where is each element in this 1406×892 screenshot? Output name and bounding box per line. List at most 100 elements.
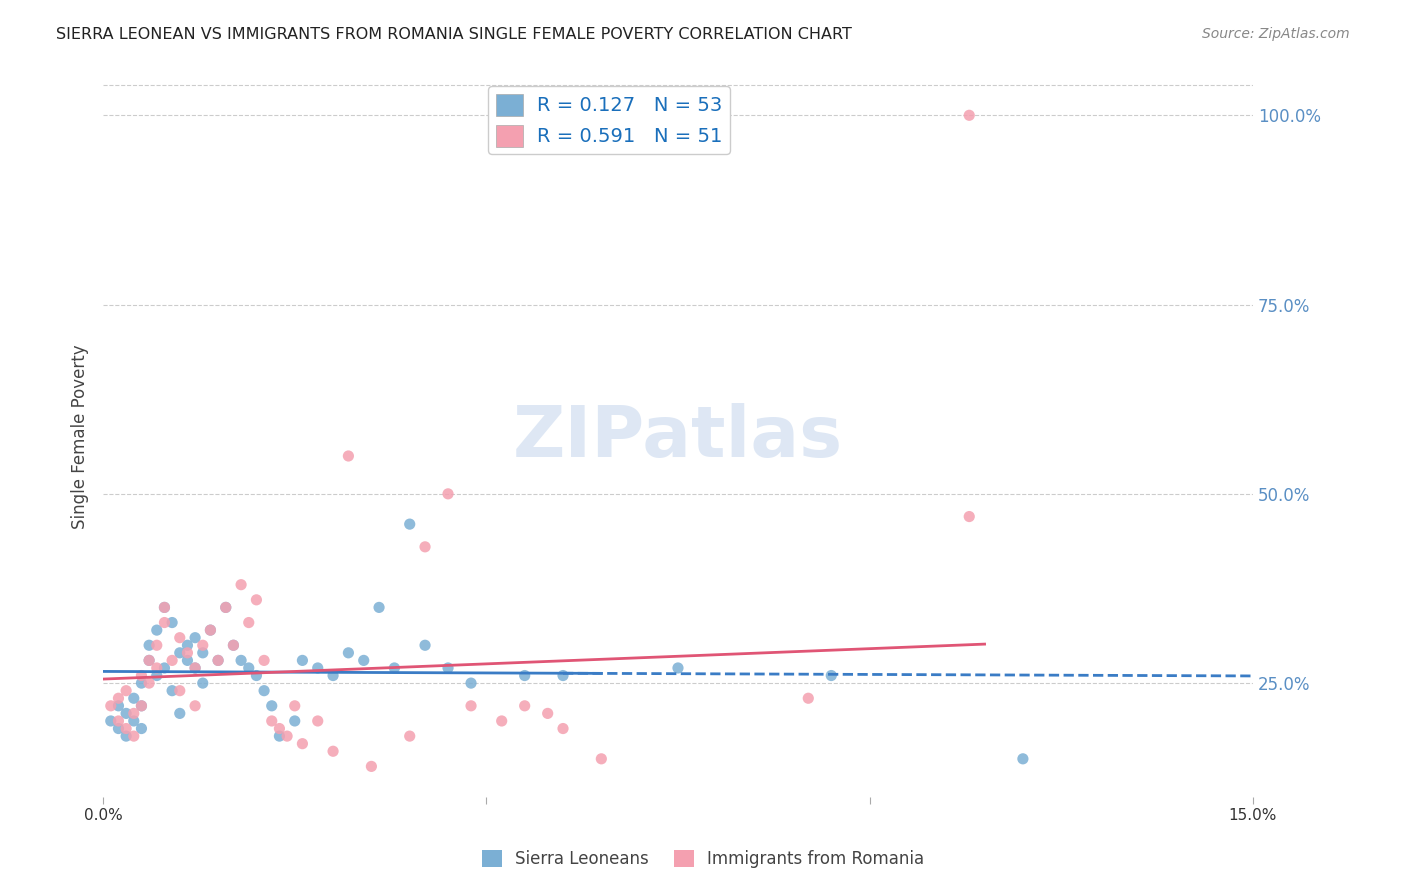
Point: [245, 592, 267, 607]
Point: [184, 698, 207, 713]
Point: [131, 668, 153, 682]
Text: SIERRA LEONEAN VS IMMIGRANTS FROM ROMANIA SINGLE FEMALE POVERTY CORRELATION CHAR: SIERRA LEONEAN VS IMMIGRANTS FROM ROMANI…: [56, 27, 852, 42]
Y-axis label: Single Female Poverty: Single Female Poverty: [72, 344, 89, 529]
Point: [513, 698, 536, 713]
Point: [353, 653, 375, 667]
Point: [107, 691, 129, 706]
Point: [284, 698, 307, 713]
Point: [322, 744, 344, 758]
Point: [797, 691, 820, 706]
Point: [184, 631, 207, 645]
Point: [360, 759, 382, 773]
Point: [153, 600, 176, 615]
Point: [184, 661, 207, 675]
Point: [100, 714, 122, 728]
Point: [122, 729, 145, 743]
Point: [138, 676, 160, 690]
Point: [138, 653, 160, 667]
Point: [591, 752, 613, 766]
Point: [153, 600, 176, 615]
Point: [153, 615, 176, 630]
Point: [537, 706, 560, 721]
Point: [291, 653, 314, 667]
Point: [260, 698, 283, 713]
Point: [337, 449, 360, 463]
Text: Source: ZipAtlas.com: Source: ZipAtlas.com: [1202, 27, 1350, 41]
Point: [384, 661, 406, 675]
Point: [146, 623, 169, 637]
Point: [169, 646, 191, 660]
Point: [284, 714, 307, 728]
Point: [398, 517, 420, 532]
Point: [957, 108, 980, 122]
Point: [337, 646, 360, 660]
Point: [820, 668, 842, 682]
Point: [245, 668, 267, 682]
Point: [413, 638, 436, 652]
Point: [191, 646, 214, 660]
Point: [551, 668, 574, 682]
Point: [460, 676, 482, 690]
Point: [115, 706, 138, 721]
Point: [957, 509, 980, 524]
Point: [131, 698, 153, 713]
Point: [191, 638, 214, 652]
Point: [100, 698, 122, 713]
Point: [200, 623, 222, 637]
Point: [146, 638, 169, 652]
Point: [191, 676, 214, 690]
Point: [131, 676, 153, 690]
Point: [437, 661, 460, 675]
Point: [253, 653, 276, 667]
Point: [122, 706, 145, 721]
Point: [460, 698, 482, 713]
Point: [413, 540, 436, 554]
Point: [153, 661, 176, 675]
Point: [307, 714, 329, 728]
Point: [131, 698, 153, 713]
Point: [260, 714, 283, 728]
Point: [160, 653, 183, 667]
Point: [107, 714, 129, 728]
Point: [131, 722, 153, 736]
Point: [138, 638, 160, 652]
Point: [107, 698, 129, 713]
Point: [122, 714, 145, 728]
Text: ZIPatlas: ZIPatlas: [513, 402, 844, 472]
Point: [138, 653, 160, 667]
Point: [215, 600, 238, 615]
Point: [666, 661, 689, 675]
Legend: R = 0.127   N = 53, R = 0.591   N = 51: R = 0.127 N = 53, R = 0.591 N = 51: [488, 87, 730, 154]
Point: [176, 653, 198, 667]
Point: [184, 661, 207, 675]
Point: [551, 722, 574, 736]
Point: [322, 668, 344, 682]
Point: [238, 661, 260, 675]
Point: [207, 653, 229, 667]
Point: [207, 653, 229, 667]
Point: [146, 661, 169, 675]
Legend: Sierra Leoneans, Immigrants from Romania: Sierra Leoneans, Immigrants from Romania: [475, 843, 931, 875]
Point: [115, 683, 138, 698]
Point: [229, 577, 252, 591]
Point: [222, 638, 245, 652]
Point: [253, 683, 276, 698]
Point: [276, 729, 298, 743]
Point: [368, 600, 391, 615]
Point: [115, 729, 138, 743]
Point: [160, 683, 183, 698]
Point: [229, 653, 252, 667]
Point: [513, 668, 536, 682]
Point: [222, 638, 245, 652]
Point: [269, 722, 291, 736]
Point: [238, 615, 260, 630]
Point: [491, 714, 513, 728]
Point: [122, 691, 145, 706]
Point: [437, 487, 460, 501]
Point: [176, 646, 198, 660]
Point: [176, 638, 198, 652]
Point: [146, 668, 169, 682]
Point: [200, 623, 222, 637]
Point: [160, 615, 183, 630]
Point: [169, 631, 191, 645]
